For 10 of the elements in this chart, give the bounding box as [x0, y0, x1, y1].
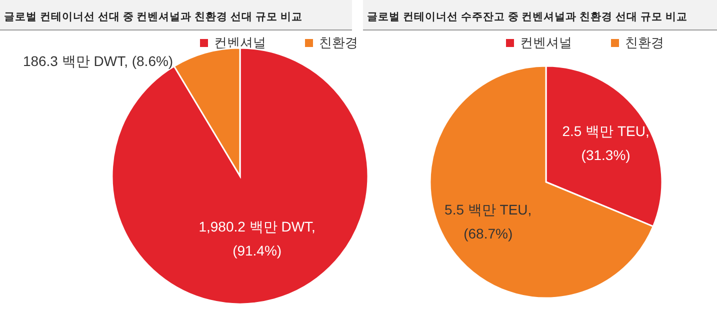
data-label: 2.5 백만 TEU, (31.3%)	[562, 123, 650, 164]
data-label: 1,980.2 백만 DWT, (91.4%)	[198, 218, 316, 259]
legend-label: 컨벤셔널	[214, 35, 266, 50]
chart-title: 글로벌 컨테이너선 수주잔고 중 컨벤셔널과 친환경 선대 규모 비교	[367, 11, 688, 23]
legend-label: 친환경	[319, 35, 358, 50]
legend-label: 친환경	[625, 35, 664, 50]
chart-title: 글로벌 컨테이너선 선대 중 컨벤셔널과 친환경 선대 규모 비교	[4, 11, 302, 23]
data-label: 186.3 백만 DWT, (8.6%)	[22, 52, 174, 69]
data-label: 5.5 백만 TEU, (68.7%)	[444, 202, 532, 242]
legend-label: 컨벤셔널	[520, 35, 572, 50]
